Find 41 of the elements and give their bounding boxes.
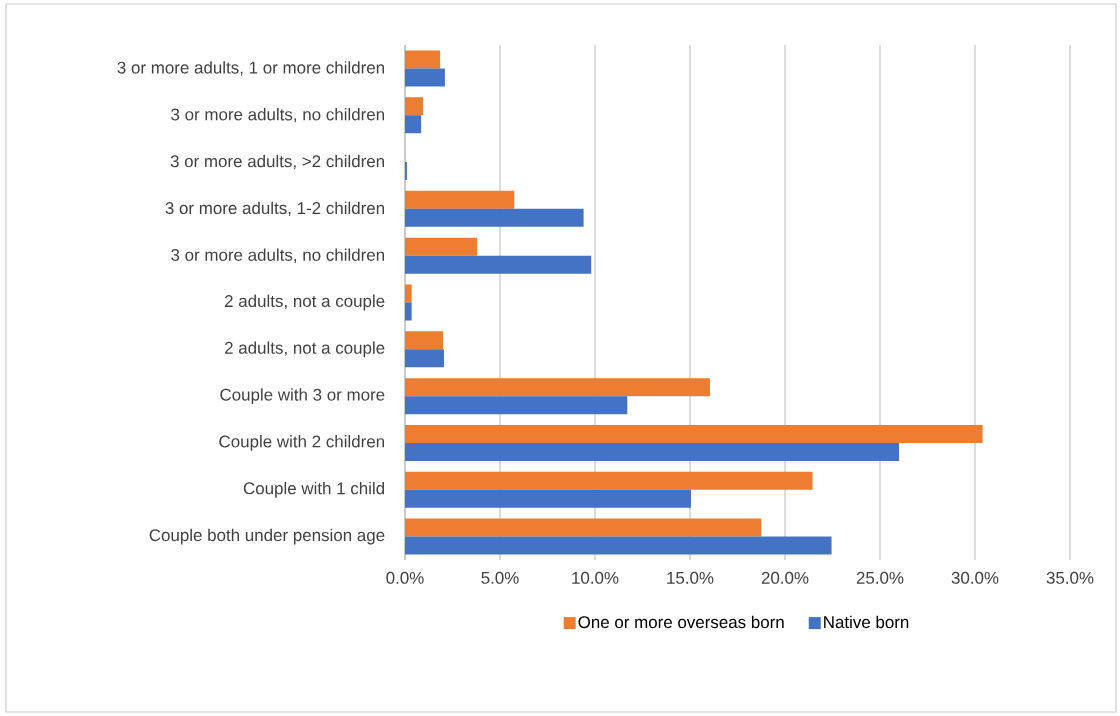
- bar: [405, 424, 983, 443]
- x-tick-label: 0.0%: [386, 571, 424, 584]
- bar: [405, 349, 444, 368]
- bar: [405, 284, 412, 303]
- bar: [405, 331, 443, 350]
- bar: [405, 237, 478, 256]
- y-tick-label: 3 or more adults, no children: [171, 248, 385, 263]
- y-tick-label: Couple with 1 child: [243, 481, 385, 498]
- x-tick-label: 20.0%: [761, 571, 809, 584]
- bar: [405, 208, 584, 227]
- y-tick-label: Couple with 2 children: [219, 435, 384, 451]
- legend-label: One or more overseas born: [578, 615, 784, 629]
- bar: [405, 97, 424, 116]
- bar: [405, 489, 691, 508]
- y-tick-label: 2 adults, not a couple: [225, 294, 385, 311]
- bar: [405, 68, 445, 87]
- bar: [405, 255, 592, 274]
- y-tick-label: 3 or more adults, 1 or more children: [117, 61, 384, 76]
- y-tick-label: Couple both under pension age: [149, 528, 385, 545]
- bar: [405, 378, 710, 397]
- x-tick-label: 35.0%: [1046, 571, 1094, 584]
- y-tick-label: 3 or more adults, 1-2 children: [165, 201, 385, 217]
- bar: [405, 50, 441, 69]
- bar: [405, 442, 900, 461]
- x-tick-label: 5.0%: [481, 571, 519, 584]
- y-tick-label: Couple with 3 or more: [220, 388, 385, 405]
- x-tick-label: 10.0%: [572, 571, 619, 584]
- bar: [405, 518, 762, 537]
- bar: [405, 471, 813, 490]
- bar: [405, 115, 422, 134]
- x-tick-label: 25.0%: [856, 571, 904, 584]
- y-tick-label: 3 or more adults, >2 children: [170, 154, 385, 170]
- bar: [405, 302, 412, 321]
- legend-label: Native born: [824, 615, 909, 629]
- bar: [405, 190, 515, 209]
- y-tick-label: 2 adults, not a couple: [225, 341, 385, 358]
- x-tick-label: 30.0%: [951, 571, 999, 584]
- bar: [405, 396, 628, 415]
- y-tick-label: 3 or more adults, no children: [171, 108, 385, 123]
- bar: [405, 536, 832, 555]
- x-tick-label: 15.0%: [667, 571, 714, 584]
